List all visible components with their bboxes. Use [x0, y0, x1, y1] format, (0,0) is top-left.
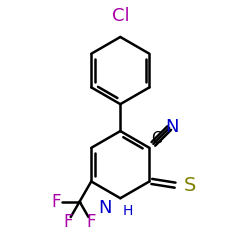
Text: F: F [52, 193, 61, 211]
Text: C: C [151, 131, 162, 146]
Text: F: F [63, 213, 73, 231]
Text: N: N [98, 200, 112, 218]
Text: S: S [184, 176, 196, 195]
Text: H: H [123, 204, 133, 218]
Text: Cl: Cl [112, 7, 129, 25]
Text: F: F [86, 213, 96, 231]
Text: N: N [166, 118, 179, 136]
